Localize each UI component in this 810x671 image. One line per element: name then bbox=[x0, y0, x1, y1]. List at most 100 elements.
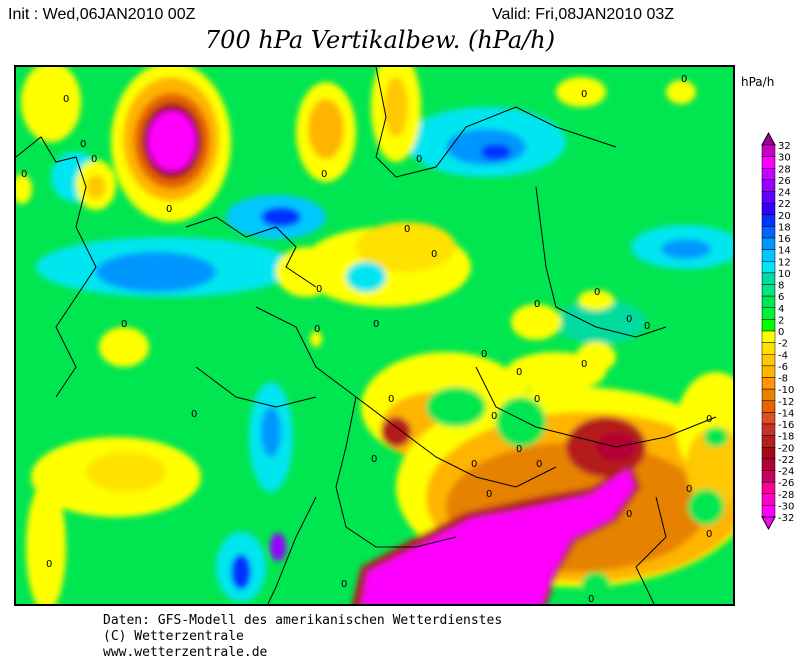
field-blob bbox=[688, 489, 724, 525]
legend-label: 24 bbox=[778, 188, 791, 199]
map-title: 700 hPa Vertikalbew. (hPa/h) bbox=[204, 26, 556, 54]
footer-url[interactable]: www.wetterzentrale.de bbox=[103, 645, 268, 660]
field-blob bbox=[148, 111, 196, 171]
field-blob bbox=[661, 239, 711, 259]
legend-swatch bbox=[761, 261, 776, 274]
legend-label: -14 bbox=[778, 408, 794, 419]
legend-swatch bbox=[761, 295, 776, 308]
field-blob bbox=[384, 77, 408, 137]
legend-label: -22 bbox=[778, 455, 794, 466]
legend-swatch bbox=[761, 435, 776, 448]
legend-swatch bbox=[761, 365, 776, 378]
legend-swatch bbox=[761, 400, 776, 413]
contour-label: 0 bbox=[486, 489, 492, 500]
contour-label: 0 bbox=[373, 319, 379, 330]
contour-label: 0 bbox=[536, 459, 542, 470]
field-blob bbox=[361, 469, 634, 604]
legend-label: 16 bbox=[778, 234, 791, 245]
legend-swatch bbox=[761, 447, 776, 460]
contour-label: 0 bbox=[316, 284, 322, 295]
legend-swatch bbox=[761, 307, 776, 320]
legend-label: -2 bbox=[778, 339, 788, 350]
coastline bbox=[375, 67, 617, 178]
field-blob bbox=[666, 80, 696, 104]
legend-swatch bbox=[761, 237, 776, 250]
legend-label: -28 bbox=[778, 490, 794, 501]
contour-label: 0 bbox=[626, 509, 632, 520]
legend-over-arrow bbox=[761, 132, 776, 146]
legend-label: 8 bbox=[778, 281, 784, 292]
contour-label: 0 bbox=[404, 224, 410, 235]
contour-label: 0 bbox=[341, 579, 347, 590]
legend-swatch bbox=[761, 249, 776, 262]
legend-swatch bbox=[761, 168, 776, 181]
field-blob bbox=[556, 77, 606, 107]
field-blob bbox=[578, 290, 614, 310]
legend-label: 2 bbox=[778, 315, 784, 326]
legend-label: -30 bbox=[778, 501, 794, 512]
legend-label: 6 bbox=[778, 292, 784, 303]
field-blob bbox=[26, 482, 66, 604]
field-blob bbox=[426, 387, 486, 427]
legend-swatch bbox=[761, 458, 776, 471]
contour-label: 0 bbox=[481, 349, 487, 360]
legend-swatch bbox=[761, 493, 776, 506]
legend-label: -16 bbox=[778, 420, 794, 431]
contour-label: 0 bbox=[388, 394, 394, 405]
contour-label: 0 bbox=[491, 411, 497, 422]
init-time: Init : Wed,06JAN2010 00Z bbox=[8, 6, 196, 23]
legend-label: -4 bbox=[778, 350, 788, 361]
field-blob bbox=[481, 144, 511, 160]
legend-label: -20 bbox=[778, 443, 794, 454]
contour-label: 0 bbox=[80, 139, 86, 150]
contour-label: 0 bbox=[516, 444, 522, 455]
contour-label: 0 bbox=[191, 409, 197, 420]
legend-swatch bbox=[761, 388, 776, 401]
footer-copyright: (C) Wetterzentrale bbox=[103, 629, 244, 644]
field-blob bbox=[704, 427, 728, 447]
field-blob bbox=[16, 174, 32, 204]
legend-swatch bbox=[761, 156, 776, 169]
coastline bbox=[475, 366, 717, 448]
coastline bbox=[16, 136, 97, 398]
field-blob bbox=[310, 331, 322, 347]
contour-label: 0 bbox=[534, 394, 540, 405]
coastline bbox=[635, 496, 667, 604]
field-blob bbox=[381, 417, 411, 447]
legend-label: 32 bbox=[778, 141, 791, 152]
field-blob bbox=[346, 262, 386, 292]
field-blob bbox=[86, 175, 106, 199]
contour-label: 0 bbox=[471, 459, 477, 470]
legend-label: 12 bbox=[778, 257, 791, 268]
contour-label: 0 bbox=[706, 414, 712, 425]
legend-swatch bbox=[761, 214, 776, 227]
contour-label: 0 bbox=[121, 319, 127, 330]
legend-label: -8 bbox=[778, 374, 788, 385]
legend-swatch bbox=[761, 342, 776, 355]
legend-label: -18 bbox=[778, 432, 794, 443]
coastline bbox=[195, 366, 317, 408]
contour-label: 0 bbox=[594, 287, 600, 298]
coastline bbox=[535, 186, 667, 338]
legend-swatch bbox=[761, 423, 776, 436]
contour-label: 0 bbox=[581, 89, 587, 100]
legend-label: 18 bbox=[778, 222, 791, 233]
contour-label: 0 bbox=[416, 154, 422, 165]
field-blob bbox=[261, 407, 281, 457]
contour-label: 0 bbox=[371, 454, 377, 465]
legend-swatch bbox=[761, 354, 776, 367]
valid-time: Valid: Fri,08JAN2010 03Z bbox=[492, 6, 675, 23]
field-blob bbox=[308, 99, 344, 159]
field-blob bbox=[311, 462, 381, 532]
legend-label: 14 bbox=[778, 246, 791, 257]
legend-label: -6 bbox=[778, 362, 788, 373]
legend-swatch bbox=[761, 272, 776, 285]
legend-swatch bbox=[761, 319, 776, 332]
contour-label: 0 bbox=[588, 594, 594, 605]
legend-label: 4 bbox=[778, 304, 784, 315]
contour-label: 0 bbox=[46, 559, 52, 570]
contour-label: 0 bbox=[706, 529, 712, 540]
contour-label: 0 bbox=[681, 74, 687, 85]
